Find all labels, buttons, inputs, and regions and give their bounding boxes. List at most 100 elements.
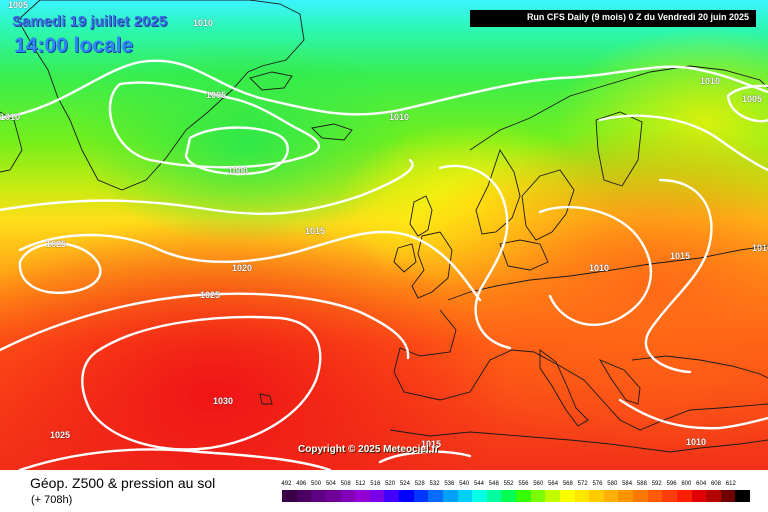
italy-coast xyxy=(539,349,589,427)
scale-label: 544 xyxy=(473,481,484,487)
product-title: Géop. Z500 & pression au sol xyxy=(30,475,216,491)
scale-label: 492 xyxy=(281,481,292,487)
scale-label: 560 xyxy=(533,481,544,487)
z500-map xyxy=(0,0,768,470)
scale-swatch xyxy=(428,490,443,502)
scale-swatch xyxy=(603,490,619,502)
scale-label: 528 xyxy=(414,481,425,487)
isobar-label: 1010 xyxy=(700,76,721,86)
scale-label xyxy=(738,481,753,487)
scale-label: 580 xyxy=(607,481,618,487)
isobar-label: 1005 xyxy=(206,90,227,100)
scotland-coast xyxy=(409,195,433,237)
finland-coast xyxy=(595,111,643,187)
isobar-1025-west-high xyxy=(18,242,102,294)
scale-swatch xyxy=(399,490,414,502)
iceland-coast xyxy=(311,123,353,141)
lead-time: (+ 708h) xyxy=(31,494,73,506)
copyright: Copyright © 2025 Meteociel.fr xyxy=(298,444,439,455)
north-africa-coast xyxy=(389,429,768,453)
isobar-label: 1020 xyxy=(232,263,253,273)
norway-coast xyxy=(475,148,521,235)
isobar-label: 1010 xyxy=(752,243,768,253)
run-info: Run CFS Daily (9 mois) 0 Z du Vendredi 2… xyxy=(526,12,749,22)
isobar-label: 1025 xyxy=(50,430,71,440)
scandinavia-north-coast xyxy=(469,65,768,151)
coastlines xyxy=(0,0,768,453)
scale-swatch xyxy=(574,490,590,502)
scale-swatch xyxy=(340,490,356,502)
svalbard-coast xyxy=(249,71,293,91)
black-sea-coast xyxy=(631,355,768,379)
valid-date: Samedi 19 juillet 2025 xyxy=(12,13,168,30)
scale-label: 512 xyxy=(355,481,366,487)
scale-swatch xyxy=(501,490,516,502)
scale-label: 524 xyxy=(399,481,410,487)
isobar-1030 xyxy=(81,315,322,451)
scale-label: 556 xyxy=(518,481,529,487)
scale-label: 508 xyxy=(340,481,351,487)
isobar-label: 1005 xyxy=(8,0,29,10)
scale-label: 596 xyxy=(666,481,677,487)
isobar-lines xyxy=(0,59,768,470)
isobar-label: 1015 xyxy=(421,439,442,449)
scale-swatch xyxy=(691,490,707,502)
scale-label: 604 xyxy=(696,481,707,487)
scale-swatch xyxy=(516,490,531,502)
scale-label: 540 xyxy=(459,481,470,487)
scale-swatch xyxy=(720,490,736,502)
scale-swatch xyxy=(296,490,312,502)
scale-label: 592 xyxy=(651,481,662,487)
isobar-1010-north xyxy=(0,59,768,120)
isobar-1005-east xyxy=(726,84,768,123)
isobar-label: 1025 xyxy=(200,290,221,300)
isobar-label: 1015 xyxy=(670,251,691,261)
scale-swatch xyxy=(662,490,677,502)
greenland-coast xyxy=(17,0,305,191)
scale-swatch xyxy=(735,490,750,502)
isobar-label: 1025 xyxy=(46,239,67,249)
scale-swatch xyxy=(442,490,458,502)
scale-label: 516 xyxy=(370,481,381,487)
scale-swatch xyxy=(633,490,648,502)
scale-swatch xyxy=(355,490,370,502)
scale-swatch xyxy=(413,490,429,502)
isobar-label: 1010 xyxy=(389,112,410,122)
scale-label: 548 xyxy=(488,481,499,487)
isobar-1025 xyxy=(0,292,410,360)
color-scale xyxy=(282,490,750,502)
isobar-1010-southeast xyxy=(618,398,768,430)
isobar-1000-low xyxy=(184,126,289,176)
scale-label: 496 xyxy=(296,481,307,487)
isobar-1020 xyxy=(18,230,482,302)
scale-swatch xyxy=(369,490,385,502)
isobar-label: 1015 xyxy=(305,226,326,236)
ireland-coast xyxy=(393,243,417,273)
isobar-label: 1005 xyxy=(742,94,763,104)
isobar-1015-south xyxy=(378,450,472,464)
isobar-1015-west xyxy=(0,158,414,216)
isobar-1010-europe xyxy=(538,205,653,327)
scale-label: 584 xyxy=(622,481,633,487)
isobar-label: 1010 xyxy=(686,437,707,447)
scale-label: 532 xyxy=(429,481,440,487)
scale-label: 520 xyxy=(385,481,396,487)
isobar-1005-low xyxy=(108,81,321,169)
balkans-coast xyxy=(598,359,641,405)
isobar-1015-east xyxy=(644,178,713,374)
isobar-label: 1010 xyxy=(193,18,214,28)
isobar-label: 1030 xyxy=(213,396,234,406)
scale-swatch xyxy=(282,490,297,502)
scale-swatch xyxy=(618,490,633,502)
scale-label: 572 xyxy=(577,481,588,487)
isobar-1015-north-sea xyxy=(438,164,512,350)
sweden-coast xyxy=(521,169,575,241)
scale-label: 536 xyxy=(444,481,455,487)
scale-swatch xyxy=(311,490,326,502)
scale-swatch xyxy=(325,490,341,502)
scale-swatch xyxy=(486,490,502,502)
scale-label: 504 xyxy=(325,481,336,487)
scale-swatch xyxy=(676,490,692,502)
isobar-1010-east xyxy=(598,114,768,172)
